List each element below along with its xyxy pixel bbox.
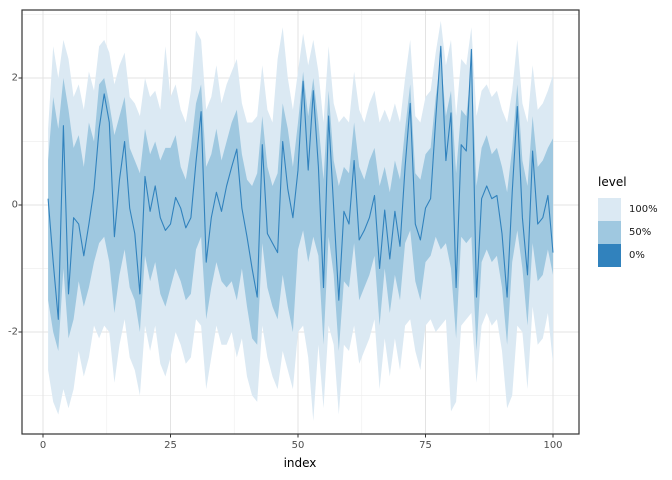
legend-item-label: 0% (629, 250, 645, 261)
legend: level 100% 50% 0% (598, 175, 658, 267)
legend-key-0-swatch (598, 244, 621, 267)
legend-item: 100% (598, 198, 658, 221)
x-tick-label: 25 (164, 440, 177, 451)
legend-item-label: 100% (629, 204, 658, 215)
ribbon-50pct (48, 58, 553, 352)
x-tick-label: 100 (543, 440, 563, 451)
legend-key-100-swatch (598, 198, 621, 221)
legend-item-label: 50% (629, 227, 652, 238)
legend-item: 50% (598, 221, 658, 244)
y-tick-label: 0 (11, 199, 18, 211)
x-tick-label: 75 (419, 440, 432, 451)
legend-title: level (598, 175, 627, 189)
legend-item: 0% (598, 244, 658, 267)
median-line (47, 45, 554, 320)
x-axis-title: index (283, 456, 317, 470)
y-tick-label: 2 (11, 72, 18, 84)
y-tick-label: -2 (8, 326, 18, 338)
x-tick-label: 0 (39, 440, 47, 451)
legend-key-50-swatch (598, 221, 621, 244)
x-tick-label: 50 (291, 440, 305, 451)
